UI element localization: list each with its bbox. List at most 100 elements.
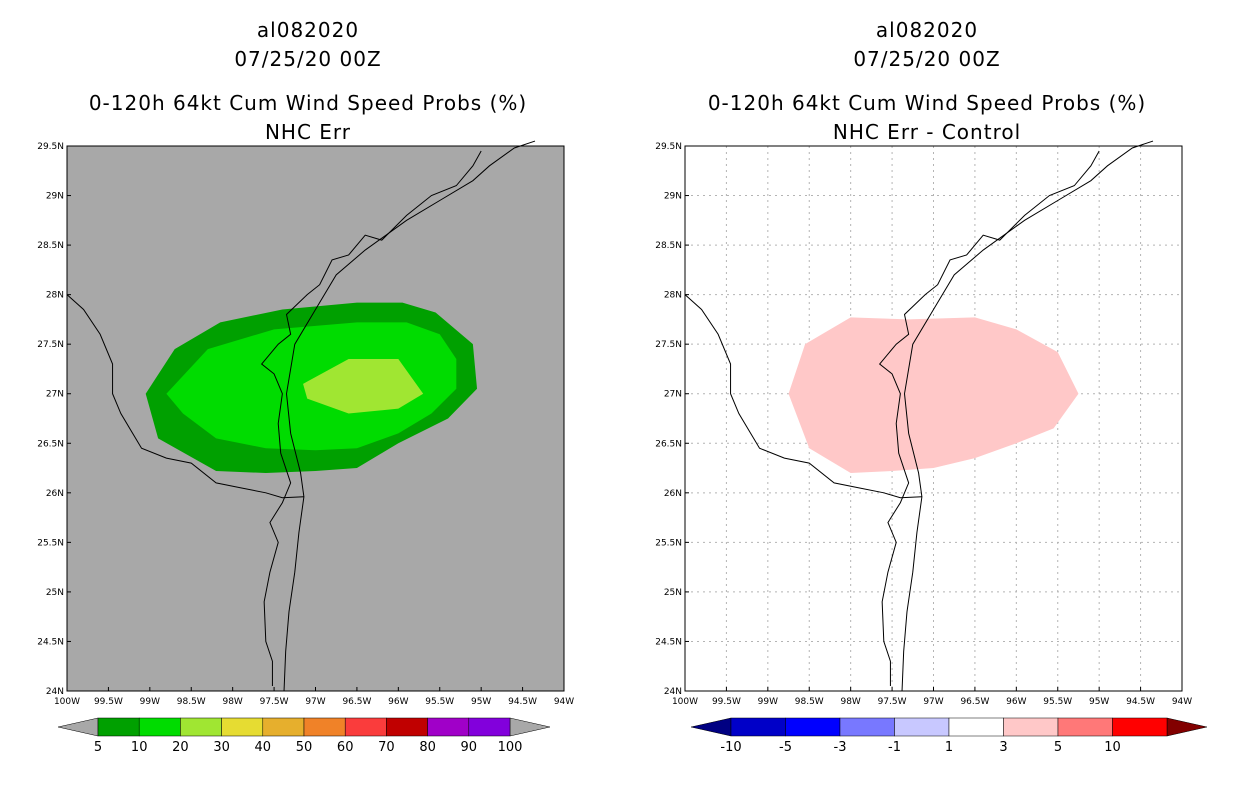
right-colorbar: -10 -5 -3 -1 1 3 5 10 bbox=[690, 717, 1208, 755]
colorbar-segment bbox=[1003, 717, 1059, 737]
left-storm-id: al082020 bbox=[256, 18, 360, 42]
lat-tick-label: 25N bbox=[46, 588, 64, 598]
colorbar-label: 1 bbox=[945, 740, 953, 755]
lon-tick-label: 99.5W bbox=[712, 697, 741, 707]
lon-labels: 100W 99.5W 99W 98.5W 98W 97.5W 97W 96.5W 96W 95.5… bbox=[54, 687, 574, 707]
colorbar-segment bbox=[427, 717, 470, 737]
lat-tick-label: 27.5N bbox=[655, 340, 682, 350]
left-colorbar: 5 10 20 30 40 50 60 70 80 90 100 bbox=[57, 717, 551, 755]
colorbar-label: 30 bbox=[213, 740, 230, 755]
lat-tick-label: 24N bbox=[46, 687, 64, 697]
left-product-title: 0-120h 64kt Cum Wind Speed Probs (%) bbox=[88, 91, 528, 115]
lon-tick-label: 99.5W bbox=[94, 697, 123, 707]
left-datetime: 07/25/20 00Z bbox=[234, 47, 382, 71]
right-map-panel: 29.5N 29N 28.5N 28N 27.5N 27N 26.5N 26N 25.5N 25N… bbox=[655, 140, 1192, 707]
lat-tick-label: 26.5N bbox=[37, 439, 64, 449]
lon-tick-label: 95W bbox=[1089, 697, 1109, 707]
right-storm-id: al082020 bbox=[875, 18, 979, 42]
colorbar-segment bbox=[221, 717, 264, 737]
lon-tick-label: 98W bbox=[222, 697, 242, 707]
colorbar-arrow-icon bbox=[690, 717, 732, 737]
colorbar-segment bbox=[1057, 717, 1113, 737]
lat-tick-label: 29N bbox=[664, 192, 682, 202]
lat-tick-label: 26N bbox=[664, 489, 682, 499]
grid-lines bbox=[685, 146, 1182, 691]
lon-tick-label: 96.5W bbox=[960, 697, 989, 707]
colorbar-segment bbox=[468, 717, 511, 737]
lon-tick-label: 98.5W bbox=[795, 697, 824, 707]
lat-labels: 29.5N 29N 28.5N 28N 27.5N 27N 26.5N 26N 25.5N 25N… bbox=[655, 142, 689, 697]
lon-tick-label: 100W bbox=[672, 697, 698, 707]
lat-tick-label: 24N bbox=[664, 687, 682, 697]
colorbar-label: 100 bbox=[498, 740, 523, 755]
lon-tick-label: 99W bbox=[758, 697, 778, 707]
lon-labels: 100W 99.5W 99W 98.5W 98W 97.5W 97W 96.5W 96W 95.5… bbox=[672, 687, 1192, 707]
colorbar-arrow-icon bbox=[509, 717, 551, 737]
colorbar-segment bbox=[386, 717, 428, 737]
lat-tick-label: 27N bbox=[664, 390, 682, 400]
lat-tick-label: 28N bbox=[664, 291, 682, 301]
lat-tick-label: 26.5N bbox=[655, 439, 682, 449]
colorbar-segment bbox=[730, 717, 786, 737]
diff-contour-1 bbox=[788, 317, 1079, 473]
colorbar-segment bbox=[785, 717, 841, 737]
colorbar-arrow-icon bbox=[1166, 717, 1208, 737]
colorbar-label: 10 bbox=[1104, 740, 1121, 755]
lon-tick-label: 94W bbox=[1172, 697, 1192, 707]
colorbar-segment bbox=[839, 717, 895, 737]
lon-tick-label: 99W bbox=[140, 697, 160, 707]
lon-tick-label: 96.5W bbox=[342, 697, 371, 707]
colorbar-label: 90 bbox=[461, 740, 478, 755]
coastline bbox=[66, 140, 536, 692]
lat-tick-label: 24.5N bbox=[655, 637, 682, 647]
colorbar-label: 5 bbox=[94, 740, 102, 755]
colorbar-label: 50 bbox=[296, 740, 313, 755]
lat-tick-label: 25.5N bbox=[37, 538, 64, 548]
colorbar-label: 3 bbox=[999, 740, 1007, 755]
colorbar-segment bbox=[894, 717, 950, 737]
lon-tick-label: 98.5W bbox=[177, 697, 206, 707]
colorbar-label: -3 bbox=[834, 740, 847, 755]
lon-tick-label: 97W bbox=[305, 697, 325, 707]
lat-tick-label: 26N bbox=[46, 489, 64, 499]
colorbar-label: 10 bbox=[131, 740, 148, 755]
lat-tick-label: 28N bbox=[46, 291, 64, 301]
colorbar-segment bbox=[138, 717, 181, 737]
mexico-border bbox=[684, 294, 922, 499]
lon-tick-label: 97.5W bbox=[260, 697, 289, 707]
colorbar-arrow-icon bbox=[57, 717, 99, 737]
lon-tick-label: 95.5W bbox=[1043, 697, 1072, 707]
colorbar-segment bbox=[303, 717, 346, 737]
colorbar-segment bbox=[97, 717, 140, 737]
coastline-lagoon bbox=[260, 150, 482, 687]
prob-contour-20 bbox=[303, 359, 424, 414]
lon-tick-label: 97.5W bbox=[878, 697, 907, 707]
colorbar-segment bbox=[948, 717, 1004, 737]
coastline bbox=[684, 140, 1154, 692]
lat-tick-label: 25.5N bbox=[655, 538, 682, 548]
lon-tick-label: 94W bbox=[554, 697, 574, 707]
colorbar-segment bbox=[180, 717, 222, 737]
lat-tick-label: 29N bbox=[46, 192, 64, 202]
lon-tick-label: 96W bbox=[1006, 697, 1026, 707]
lat-tick-label: 29.5N bbox=[655, 142, 682, 152]
lat-tick-label: 28.5N bbox=[37, 241, 64, 251]
lat-tick-label: 29.5N bbox=[37, 142, 64, 152]
colorbar-label: 70 bbox=[378, 740, 395, 755]
colorbar-label: -5 bbox=[779, 740, 792, 755]
right-datetime: 07/25/20 00Z bbox=[853, 47, 1001, 71]
coastline-gulf bbox=[901, 140, 1154, 692]
colorbar-label: 20 bbox=[172, 740, 189, 755]
lat-tick-label: 28.5N bbox=[655, 241, 682, 251]
left-map-panel: 29.5N 29N 28.5N 28N 27.5N 27N 26.5N 26N 25.5N 25N… bbox=[37, 140, 574, 707]
lat-labels: 29.5N 29N 28.5N 28N 27.5N 27N 26.5N 26N 25.5N 25N… bbox=[37, 142, 71, 697]
lon-tick-label: 95.5W bbox=[425, 697, 454, 707]
coastline-lagoon bbox=[878, 150, 1100, 687]
colorbar-label: -10 bbox=[720, 740, 741, 755]
lon-tick-label: 94.5W bbox=[508, 697, 537, 707]
lon-tick-label: 96W bbox=[388, 697, 408, 707]
lon-tick-label: 98W bbox=[840, 697, 860, 707]
right-product-title: 0-120h 64kt Cum Wind Speed Probs (%) bbox=[707, 91, 1147, 115]
colorbar-segment bbox=[1112, 717, 1168, 737]
